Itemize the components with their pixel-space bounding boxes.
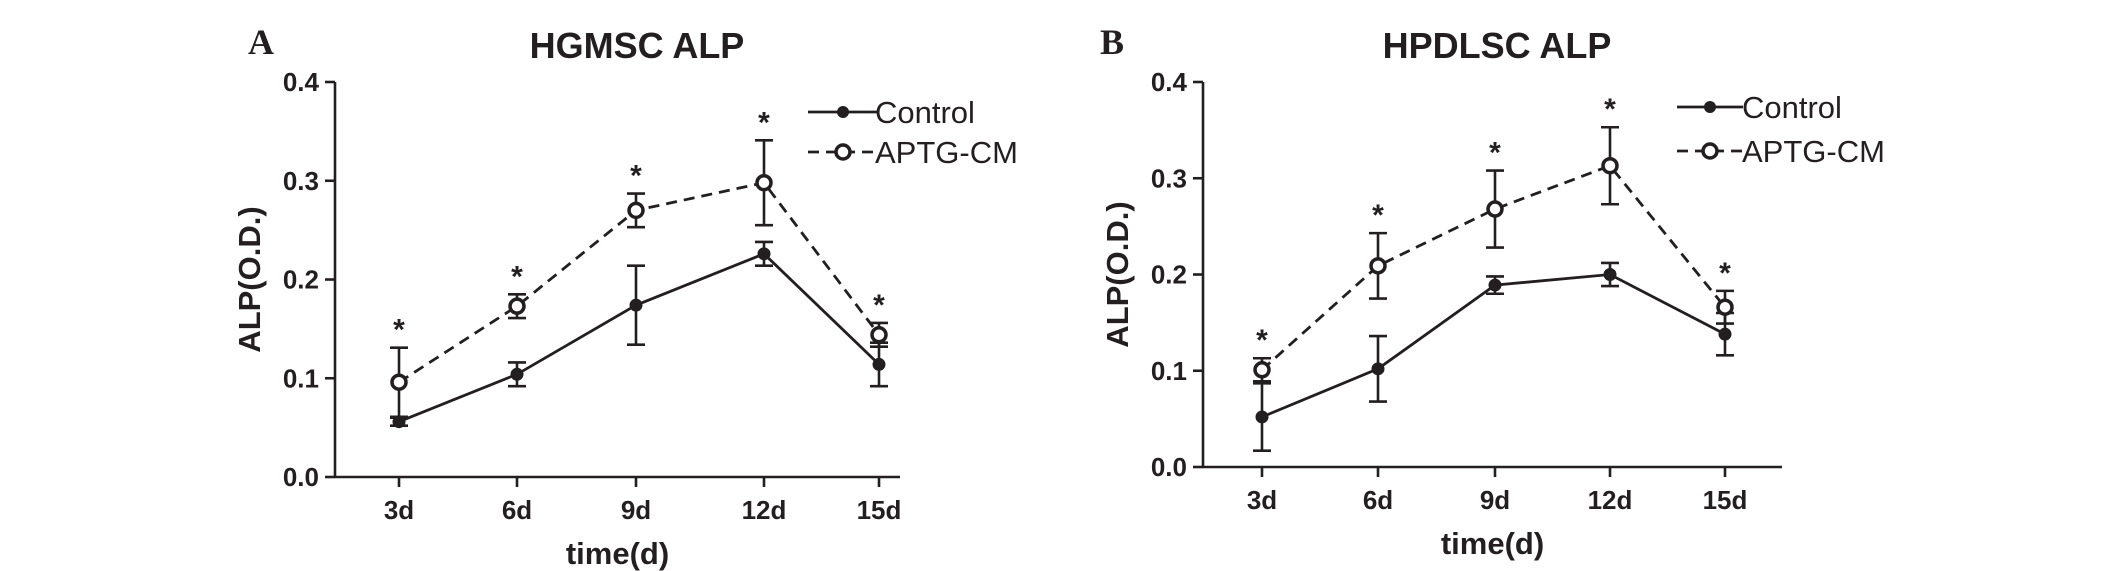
panel-label: A [248,22,274,62]
data-point [1486,200,1504,218]
y-axis-label: ALP(O.D.) [1100,201,1135,347]
legend-label: Control [875,95,975,130]
series-aptg-cm [1253,125,1734,383]
y-axis-label: ALP(O.D.) [232,206,267,352]
significance-marker: * [1372,199,1384,232]
data-point [870,326,888,344]
significance-marker: * [758,106,770,139]
significance-marker: * [1719,257,1731,290]
series-line [1261,164,1727,371]
y-tick-label: 0.1 [283,363,319,393]
y-tick-label: 0.2 [1151,260,1187,290]
data-point [390,373,408,391]
data-point [1716,298,1734,316]
data-point [508,297,526,315]
data-point [1718,327,1732,341]
significance-marker: * [1256,324,1268,357]
x-tick-label: 6d [1363,485,1393,515]
series-control [1253,261,1734,452]
x-tick-label: 3d [1247,485,1277,515]
x-tick-label: 12d [1588,485,1633,515]
data-point [1255,410,1269,424]
significance-marker: * [511,260,523,293]
legend-marker [837,106,849,118]
y-tick-label: 0.4 [283,67,320,97]
data-point [757,247,771,261]
data-point [510,367,524,381]
x-axis-label: time(d) [1441,526,1544,561]
series-line [398,252,880,423]
y-tick-label: 0.0 [283,462,319,492]
y-tick-label: 0.0 [1151,452,1187,482]
chart-panel-a: A HGMSC ALP 0.0 0.1 0.2 0.3 0.4 3d 6d 9d 12d 15d tim… [232,22,1018,571]
data-point [755,173,773,192]
x-tick-label: 15d [857,495,902,525]
y-tick-label: 0.3 [1151,163,1187,193]
chart-title: HGMSC ALP [530,25,745,66]
panel-label: B [1100,22,1124,62]
chart-title: HPDLSC ALP [1383,25,1612,66]
legend-marker [834,143,852,161]
legend: Control APTG-CM [1677,90,1885,169]
series-aptg-cm [390,138,888,419]
significance-marker: * [1489,137,1501,170]
y-tick-label: 0.4 [1151,67,1188,97]
series-control [390,240,888,429]
x-tick-label: 3d [384,495,414,525]
y-tick-label: 0.2 [283,265,319,295]
significance-marker: * [393,314,405,347]
x-tick-label: 6d [502,495,532,525]
legend-label: APTG-CM [1742,134,1885,169]
significance-marker: * [1604,93,1616,126]
legend-label: APTG-CM [875,135,1018,170]
data-point [872,357,886,371]
data-point [1603,268,1617,281]
data-point [1369,257,1387,275]
series-line [1261,273,1726,419]
data-point [627,201,645,220]
x-tick-label: 15d [1703,485,1748,515]
data-point [1488,278,1502,292]
y-tick-label: 0.3 [283,166,319,196]
legend-marker [1704,101,1716,113]
data-point [629,298,643,312]
x-tick-label: 9d [1480,485,1510,515]
legend: Control APTG-CM [808,95,1018,170]
x-tick-label: 12d [742,495,787,525]
legend-label: Control [1742,90,1842,125]
data-point [1371,362,1385,376]
significance-marker: * [873,289,885,322]
chart-panel-b: B HPDLSC ALP 0.0 0.1 0.2 0.3 0.4 3d 6d 9d 12d 15d ti… [1100,22,1885,561]
y-tick-label: 0.1 [1151,356,1187,386]
data-point [1601,156,1619,175]
x-axis-label: time(d) [566,536,669,571]
significance-marker: * [630,160,642,193]
data-point [1253,361,1271,379]
x-tick-label: 9d [621,495,651,525]
legend-marker [1701,142,1719,160]
